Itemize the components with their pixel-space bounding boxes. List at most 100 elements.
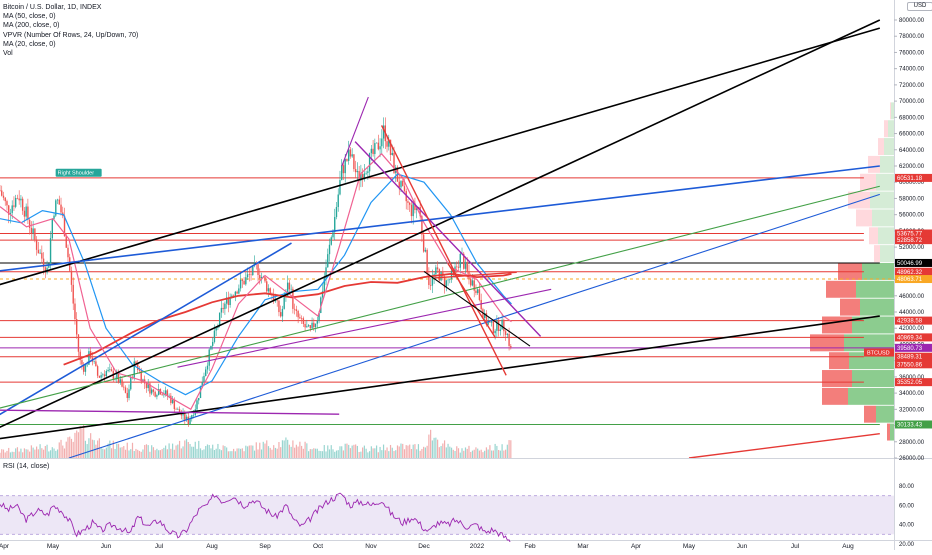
candle-body <box>84 365 87 372</box>
volume-bar <box>389 444 392 458</box>
vpvr-down-bar <box>810 334 844 352</box>
volume-bar <box>436 439 439 458</box>
candle-body <box>471 280 474 286</box>
vpvr-down-bar <box>864 405 876 423</box>
price-tag: 35352.05 <box>895 378 932 387</box>
trendline <box>0 19 881 429</box>
volume-bar <box>400 443 402 458</box>
candle-body <box>9 212 12 215</box>
candle-body <box>480 299 482 310</box>
candle-body <box>81 360 83 365</box>
candle-body <box>123 386 125 388</box>
volume-bar <box>149 451 151 458</box>
volume-bar <box>426 445 428 458</box>
candle-body <box>318 312 320 321</box>
volume-bar <box>217 443 219 458</box>
price-tag: 38489.31 <box>895 352 932 361</box>
candle-body <box>510 345 512 348</box>
volume-bar <box>252 445 254 458</box>
candle-body <box>360 174 362 181</box>
trendline <box>0 165 880 272</box>
volume-bar <box>365 448 367 458</box>
candle-body <box>445 280 448 288</box>
volume-bar <box>147 445 149 458</box>
vpvr-down-bar <box>860 173 876 191</box>
candle-body <box>149 383 151 394</box>
candle-body <box>327 254 329 268</box>
trendline <box>354 141 542 337</box>
candle-body <box>501 319 503 330</box>
candle-body <box>334 217 336 233</box>
volume-bar <box>435 437 437 458</box>
candle-body <box>161 394 163 396</box>
candle-body <box>156 394 158 397</box>
candle-body <box>321 291 324 298</box>
candle-body <box>492 321 495 334</box>
candle-body <box>365 172 367 174</box>
candle-body <box>192 415 195 416</box>
svg-text:35352.05: 35352.05 <box>897 380 923 386</box>
candle-body <box>269 288 271 295</box>
volume-bar <box>133 451 135 458</box>
volume-bar <box>4 452 6 458</box>
price-tag: 37550.86 <box>895 360 932 369</box>
svg-text:60531.18: 60531.18 <box>897 176 923 182</box>
volume-bar <box>121 447 123 458</box>
indicator-vpvr[interactable]: VPVR (Number Of Rows, 24, Up/Down, 70) <box>3 31 139 39</box>
price-tag: 53675.77 <box>895 229 932 238</box>
volume-bar <box>307 451 310 458</box>
candle-body <box>6 201 8 206</box>
indicator-ma20[interactable]: MA (20, close, 0) <box>3 40 56 48</box>
volume-bar <box>182 446 184 458</box>
volume-bar <box>74 432 76 458</box>
candles <box>0 117 512 427</box>
candle-body <box>292 288 294 309</box>
rsi-axis: 20.00 40.00 60.00 80.00 <box>899 484 915 548</box>
volume-bar <box>13 451 15 458</box>
candle-body <box>49 238 52 264</box>
candle-body <box>37 249 40 254</box>
vpvr-up-bar <box>860 298 894 316</box>
volume-bar <box>491 450 493 458</box>
candle-body <box>215 327 217 331</box>
currency-button[interactable]: USD <box>907 2 932 11</box>
volume-bar <box>6 450 8 458</box>
candle-body <box>447 279 449 281</box>
rsi-title[interactable]: RSI (14, close) <box>3 463 50 470</box>
candle-body <box>426 249 428 275</box>
candle-body <box>257 264 259 276</box>
candle-body <box>16 197 19 199</box>
svg-text:53675.77: 53675.77 <box>897 232 923 238</box>
candle-body <box>105 371 108 377</box>
volume-bar <box>178 440 181 458</box>
rsi-tick-label: 20.00 <box>899 542 915 548</box>
volume-bar <box>49 450 52 458</box>
volume-bar <box>456 446 458 458</box>
candle-body <box>21 198 24 211</box>
volume-bar <box>39 444 41 458</box>
candle-body <box>238 288 240 294</box>
price-tick-label: 36000.00 <box>899 375 925 381</box>
trendline <box>0 27 881 286</box>
volume-bar <box>360 451 362 458</box>
volume-bar <box>403 449 406 458</box>
candle-body <box>459 253 461 268</box>
indicator-ma200[interactable]: MA (200, close, 0) <box>3 22 60 30</box>
indicator-volume[interactable]: Vol <box>3 50 13 58</box>
indicator-ma50[interactable]: MA (50, close, 0) <box>3 13 56 21</box>
volume-bar <box>46 444 48 458</box>
volume-bar <box>18 451 20 458</box>
candle-body <box>2 195 5 198</box>
candle-body <box>133 361 135 378</box>
volume-bar <box>245 445 247 458</box>
volume-bar <box>337 450 339 458</box>
time-tick-label: Jun <box>101 543 112 550</box>
candle-body <box>163 394 165 396</box>
vpvr-down-bar <box>822 387 848 405</box>
symbol-title[interactable]: Bitcoin / U.S. Dollar, 1D, INDEX <box>3 4 102 11</box>
volume-bar <box>257 449 259 458</box>
volume-bar <box>229 451 231 458</box>
trendline <box>0 409 340 415</box>
